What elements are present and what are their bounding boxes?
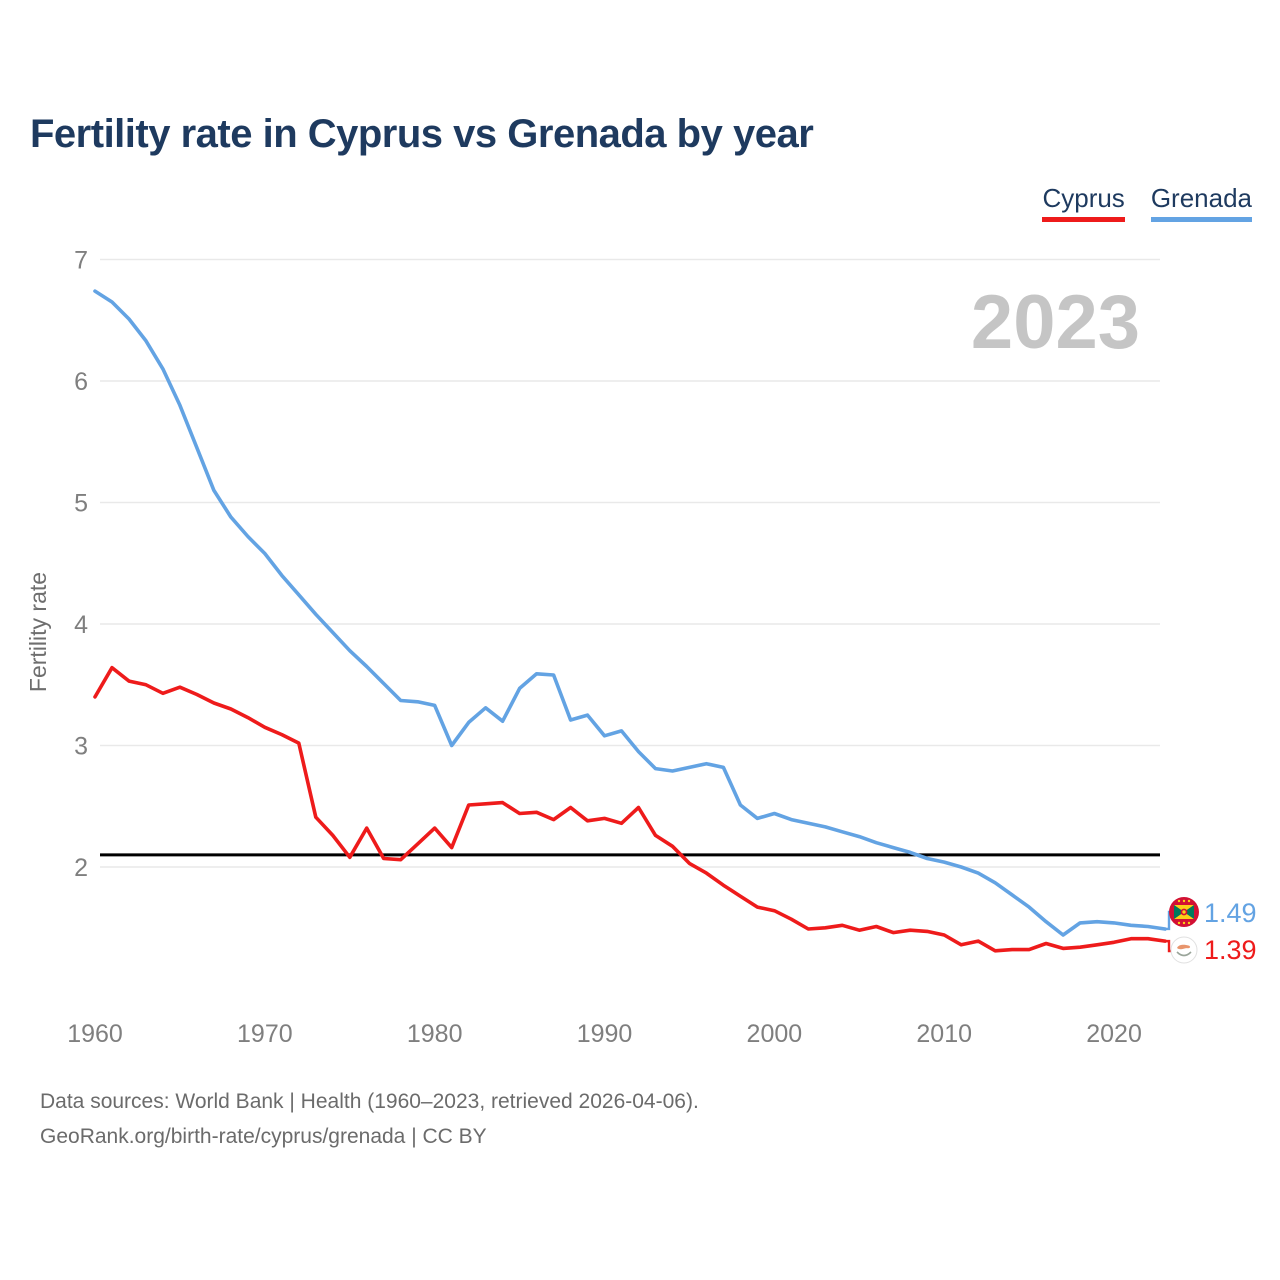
legend: Cyprus Grenada xyxy=(1042,184,1252,222)
year-watermark: 2023 xyxy=(971,280,1140,365)
legend-item-grenada[interactable]: Grenada xyxy=(1150,184,1252,222)
x-tick-1990: 1990 xyxy=(577,1020,633,1048)
y-tick-3: 3 xyxy=(74,733,88,761)
cyprus-leader-line xyxy=(1165,939,1172,953)
page-title: Fertility rate in Cyprus vs Grenada by y… xyxy=(30,112,814,156)
grenada-end-value: 1.49 xyxy=(1204,898,1257,928)
x-tick-2020: 2020 xyxy=(1086,1020,1142,1048)
y-tick-2: 2 xyxy=(74,854,88,882)
x-tick-2000: 2000 xyxy=(747,1020,803,1048)
cyprus-flag-icon xyxy=(1170,936,1198,964)
y-axis-title: Fertility rate xyxy=(25,572,51,692)
x-tick-1960: 1960 xyxy=(67,1020,123,1048)
attribution-line: GeoRank.org/birth-rate/cyprus/grenada | … xyxy=(40,1125,487,1148)
data-source-note: Data sources: World Bank | Health (1960–… xyxy=(40,1084,1240,1154)
x-tick-2010: 2010 xyxy=(916,1020,972,1048)
cyprus-line[interactable] xyxy=(93,665,1167,953)
source-line: Data sources: World Bank | Health (1960–… xyxy=(40,1090,699,1113)
legend-item-cyprus[interactable]: Cyprus xyxy=(1042,184,1125,222)
y-tick-6: 6 xyxy=(74,368,88,396)
x-tick-1970: 1970 xyxy=(237,1020,293,1048)
cyprus-end-value: 1.39 xyxy=(1204,935,1257,965)
grenada-line[interactable] xyxy=(93,289,1167,937)
y-tick-5: 5 xyxy=(74,490,88,518)
y-tick-4: 4 xyxy=(74,611,88,639)
y-tick-7: 7 xyxy=(74,247,88,275)
grenada-flag-icon xyxy=(1169,897,1199,927)
x-tick-1980: 1980 xyxy=(407,1020,463,1048)
